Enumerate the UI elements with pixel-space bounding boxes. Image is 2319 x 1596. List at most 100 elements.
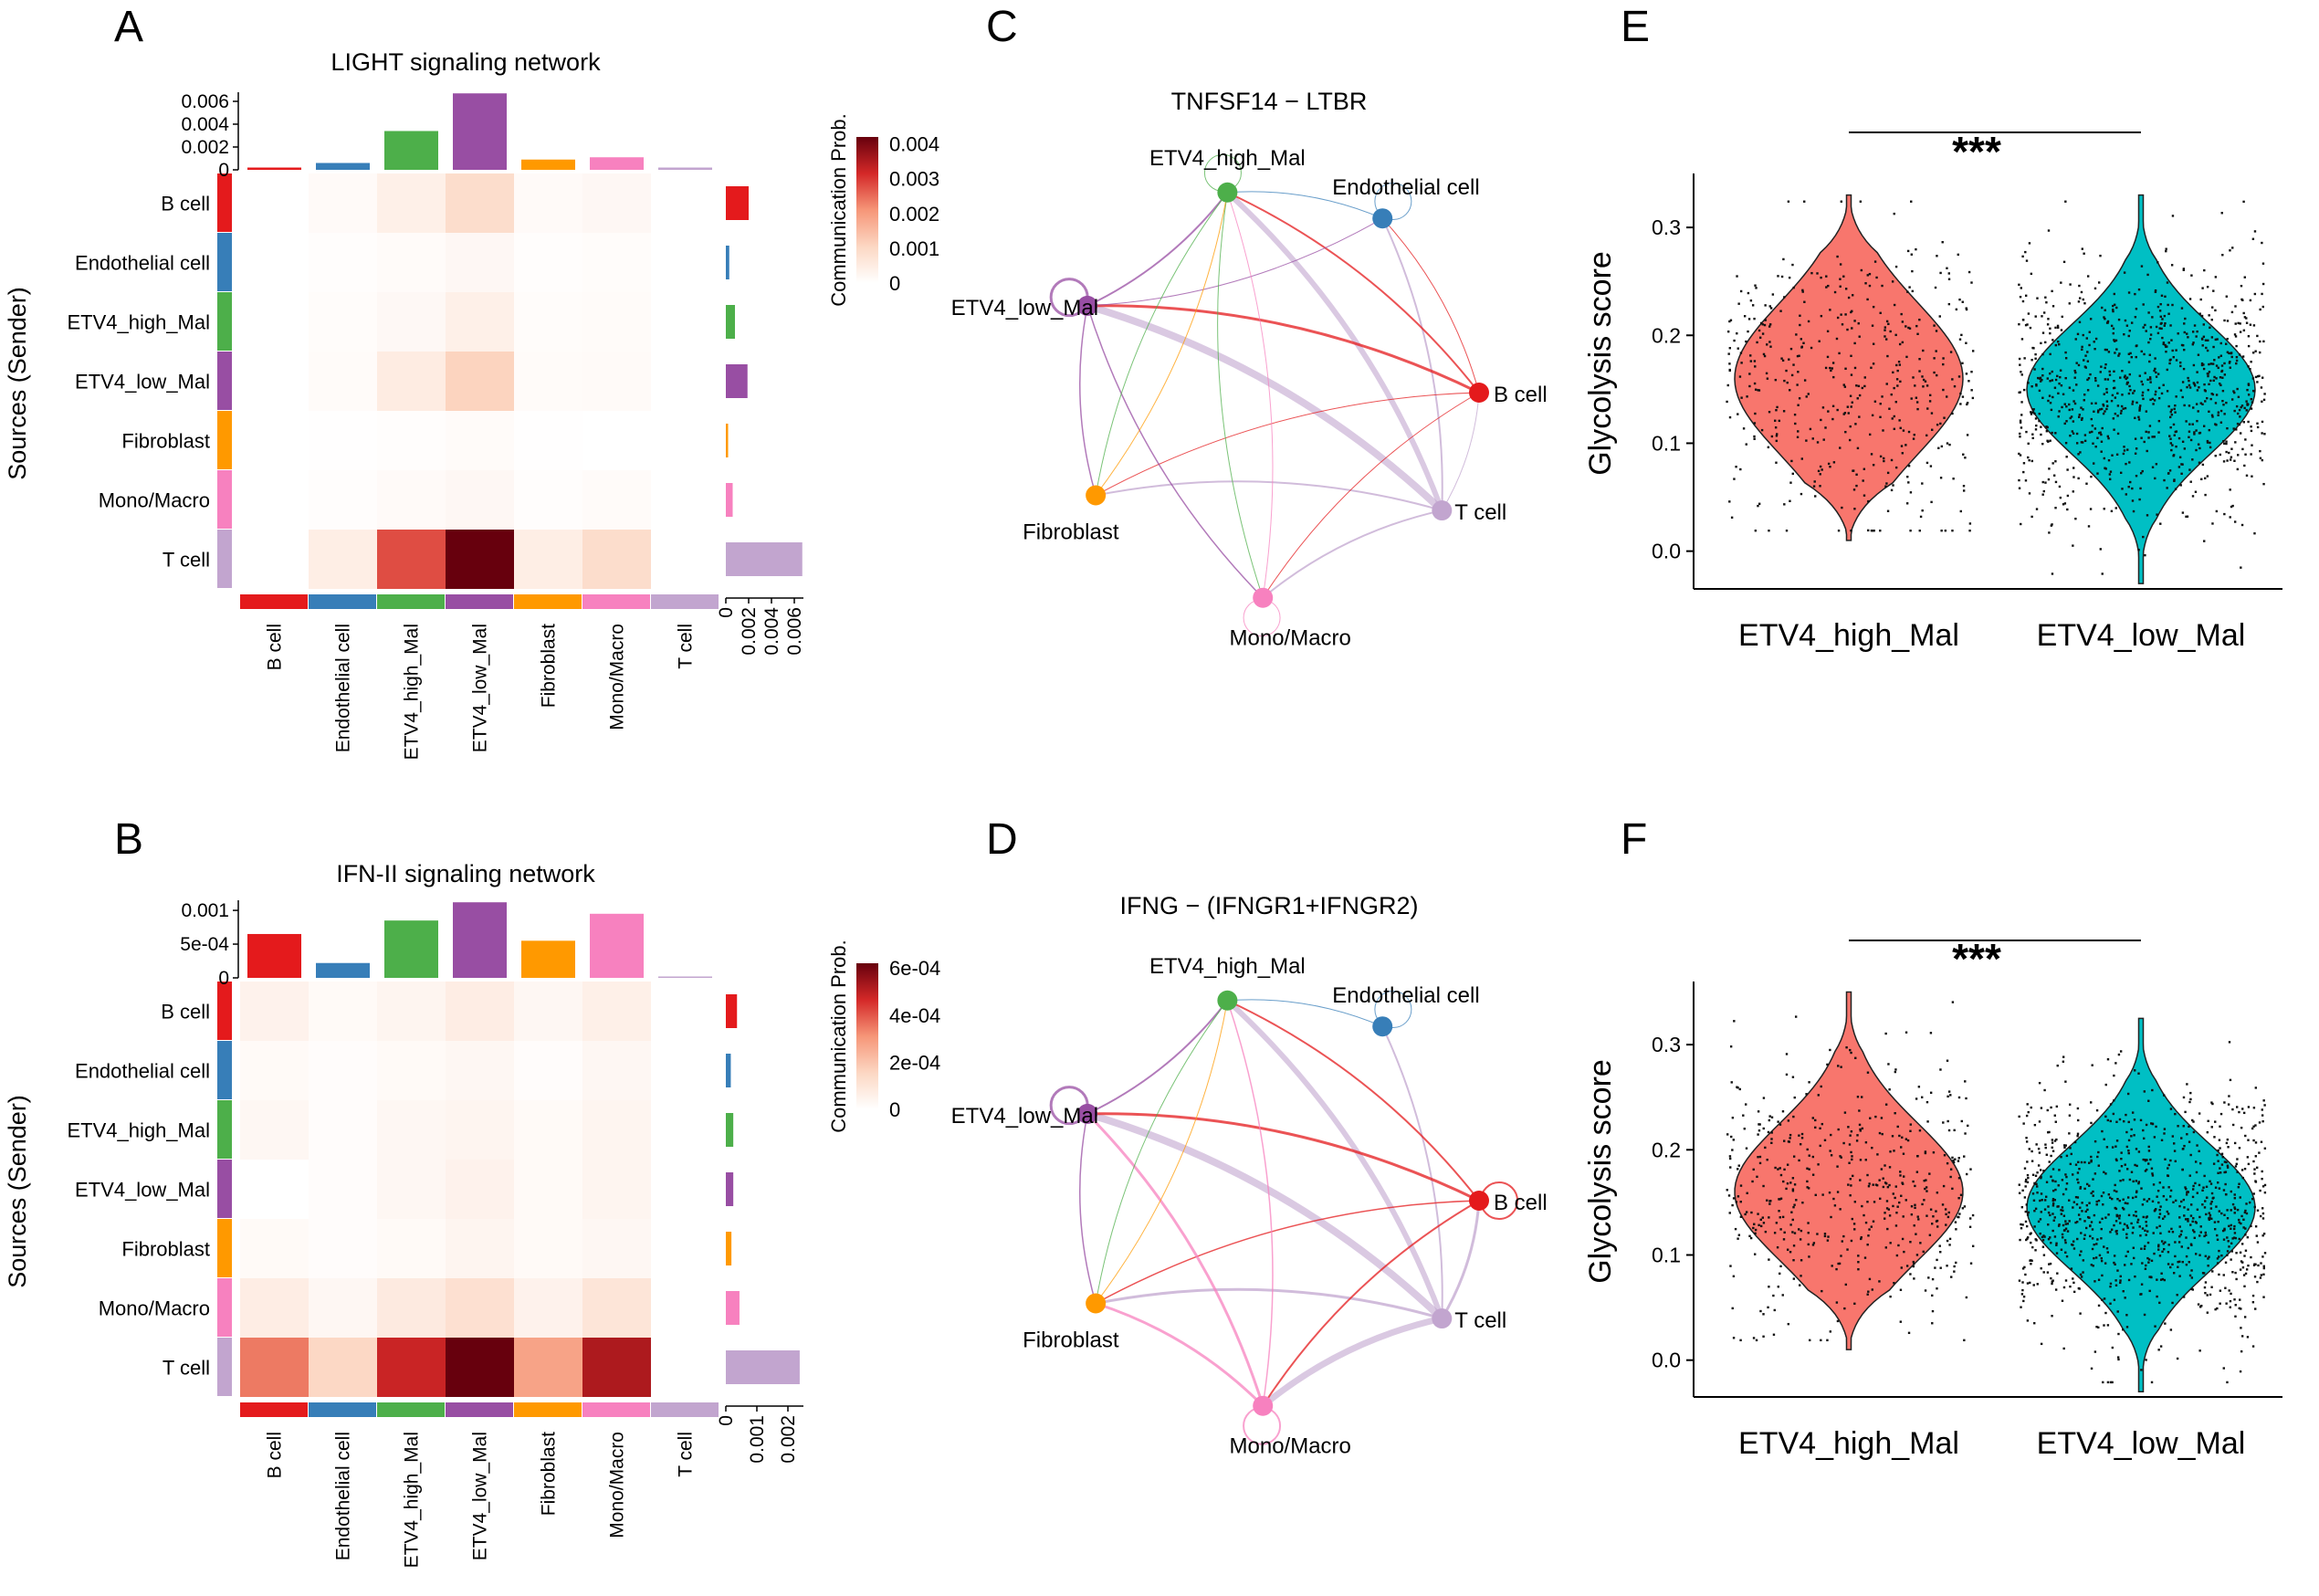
jitter-point [2082, 1259, 2085, 1262]
jitter-point [2051, 1229, 2054, 1233]
right-bar-tick-label: 0.002 [739, 607, 760, 656]
jitter-point [2061, 1236, 2064, 1239]
right-bar-mono-macro [726, 483, 733, 517]
row-label-fibroblast: Fibroblast [121, 430, 210, 453]
jitter-point [2083, 359, 2085, 362]
node-etv4-high-mal [1217, 990, 1238, 1011]
jitter-point [2035, 508, 2039, 510]
jitter-point [2047, 318, 2050, 320]
jitter-point [2044, 341, 2047, 344]
jitter-point [2113, 292, 2116, 296]
jitter-point [2253, 1205, 2256, 1209]
jitter-point [1770, 1116, 1774, 1118]
jitter-point [2055, 1252, 2059, 1255]
jitter-point [2169, 324, 2172, 327]
jitter-point [2093, 347, 2096, 351]
heat-cell-mono-macro-etv4-low-mal [446, 470, 514, 530]
jitter-point [1839, 1208, 1842, 1211]
jitter-point [2210, 1101, 2213, 1104]
jitter-point [1879, 455, 1883, 458]
jitter-point [2231, 1271, 2234, 1274]
jitter-point [2214, 338, 2218, 341]
jitter-point [2139, 472, 2143, 475]
jitter-point [2233, 1224, 2236, 1228]
jitter-point [2238, 1221, 2240, 1224]
jitter-point [1753, 435, 1756, 438]
jitter-point [2206, 1311, 2209, 1314]
col-color-etv4-high-mal [377, 594, 445, 609]
jitter-point [2076, 1132, 2080, 1135]
jitter-point [1870, 1225, 1873, 1228]
heat-cell-t-cell-etv4-high-mal [377, 1338, 446, 1397]
jitter-point [1931, 428, 1934, 431]
jitter-point [1894, 1224, 1898, 1227]
jitter-point [2074, 1221, 2077, 1224]
jitter-point [1946, 442, 1949, 445]
jitter-point [2209, 1202, 2212, 1205]
jitter-point [1890, 393, 1893, 396]
jitter-point [2235, 1162, 2238, 1166]
jitter-point [1933, 357, 1936, 360]
jitter-point [1785, 530, 1789, 532]
jitter-point [2128, 373, 2132, 376]
jitter-point [1852, 469, 1855, 472]
jitter-point [1947, 278, 1951, 280]
jitter-point [2031, 411, 2034, 414]
jitter-point [2069, 1162, 2072, 1166]
jitter-point [1913, 1263, 1915, 1265]
jitter-point [1847, 1183, 1850, 1186]
jitter-point [2263, 1183, 2267, 1187]
jitter-point [2076, 1178, 2079, 1181]
jitter-point [2021, 1189, 2024, 1192]
jitter-point [1895, 1254, 1899, 1257]
jitter-point [2130, 1128, 2133, 1131]
jitter-point [1840, 1066, 1842, 1068]
col-color-t-cell [651, 594, 719, 609]
jitter-point [1867, 499, 1870, 503]
edge-b-cell-to-etv4-high-mal [1226, 191, 1480, 394]
jitter-point [2147, 431, 2150, 434]
jitter-point [1913, 1277, 1915, 1280]
jitter-point [1837, 1065, 1840, 1067]
jitter-point [2110, 509, 2114, 513]
jitter-point [2146, 273, 2149, 277]
jitter-point [2083, 1237, 2086, 1240]
jitter-point [2065, 1255, 2069, 1258]
jitter-point [2026, 1103, 2029, 1106]
jitter-point [1802, 341, 1805, 344]
jitter-point [1910, 200, 1913, 203]
jitter-point [2153, 436, 2156, 438]
edge-t-cell-to-endothelial-cell [1381, 1025, 1443, 1319]
jitter-point [2077, 1160, 2080, 1164]
jitter-point [2233, 333, 2237, 336]
jitter-point [2155, 1125, 2157, 1129]
jitter-point [1735, 1201, 1737, 1203]
jitter-point [2220, 212, 2223, 215]
jitter-point [2210, 319, 2213, 321]
jitter-point [2203, 1174, 2206, 1178]
jitter-point [1912, 1180, 1915, 1183]
jitter-point [1866, 1201, 1869, 1203]
jitter-point [1883, 457, 1885, 460]
jitter-point [1894, 401, 1897, 404]
jitter-point [2210, 1217, 2213, 1221]
jitter-point [2209, 446, 2212, 449]
jitter-point [2180, 463, 2183, 466]
heat-cell-b-cell-endothelial-cell [309, 173, 377, 233]
jitter-point [2097, 1199, 2101, 1202]
jitter-point [2073, 376, 2076, 379]
jitter-point [2193, 384, 2197, 387]
jitter-point [2223, 1227, 2226, 1231]
jitter-point [2178, 1260, 2181, 1264]
jitter-point [1928, 400, 1932, 403]
jitter-point [2235, 355, 2239, 359]
jitter-point [2099, 431, 2102, 434]
jitter-point [1946, 1161, 1949, 1165]
jitter-point [2104, 318, 2106, 320]
jitter-point [2188, 1274, 2192, 1277]
jitter-point [1803, 379, 1807, 382]
jitter-point [2145, 330, 2147, 332]
jitter-point [2248, 1201, 2251, 1204]
edge-t-cell-to-etv4-low-mal [1086, 1110, 1445, 1321]
